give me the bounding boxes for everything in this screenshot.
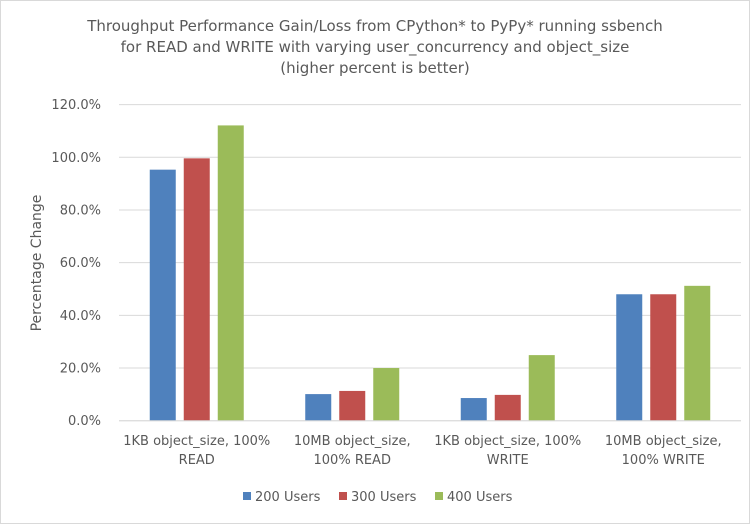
legend-label: 400 Users <box>447 490 513 505</box>
y-tick-label: 80.0% <box>60 203 101 218</box>
y-tick-label: 120.0% <box>51 98 101 113</box>
legend-swatch <box>243 492 251 500</box>
y-tick-label: 20.0% <box>60 362 101 377</box>
x-tick-label: 10MB object_size, <box>605 434 722 449</box>
bar-400-users <box>373 368 400 421</box>
y-tick-label: 0.0% <box>68 414 101 429</box>
x-tick-label: WRITE <box>487 453 529 468</box>
legend-swatch <box>435 492 443 500</box>
bar-300-users <box>650 294 677 421</box>
bar-200-users <box>149 169 176 421</box>
bar-400-users <box>684 285 711 421</box>
y-tick-label: 100.0% <box>51 151 101 166</box>
x-tick-label: 1KB object_size, 100% <box>434 434 581 449</box>
x-tick-label: 100% WRITE <box>622 453 705 468</box>
chart-title: for READ and WRITE with varying user_con… <box>121 38 630 57</box>
bar-200-users <box>305 394 332 421</box>
bar-300-users <box>183 158 210 421</box>
legend-swatch <box>339 492 347 500</box>
y-tick-label: 40.0% <box>60 309 101 324</box>
bar-300-users <box>494 394 521 421</box>
bar-200-users <box>616 294 643 421</box>
bar-400-users <box>528 355 555 421</box>
bar-400-users <box>217 125 244 421</box>
x-tick-label: READ <box>179 453 215 468</box>
chart-title: Throughput Performance Gain/Loss from CP… <box>86 17 663 35</box>
x-tick-label: 1KB object_size, 100% <box>123 434 270 449</box>
x-tick-label: 10MB object_size, <box>294 434 411 449</box>
bar-200-users <box>460 398 487 421</box>
x-tick-label: 100% READ <box>314 453 391 468</box>
chart-title: (higher percent is better) <box>280 59 469 77</box>
legend-label: 200 Users <box>255 490 321 505</box>
legend-label: 300 Users <box>351 490 417 505</box>
y-tick-label: 60.0% <box>60 256 101 271</box>
y-axis-label: Percentage Change <box>29 195 45 332</box>
bar-300-users <box>339 390 366 421</box>
